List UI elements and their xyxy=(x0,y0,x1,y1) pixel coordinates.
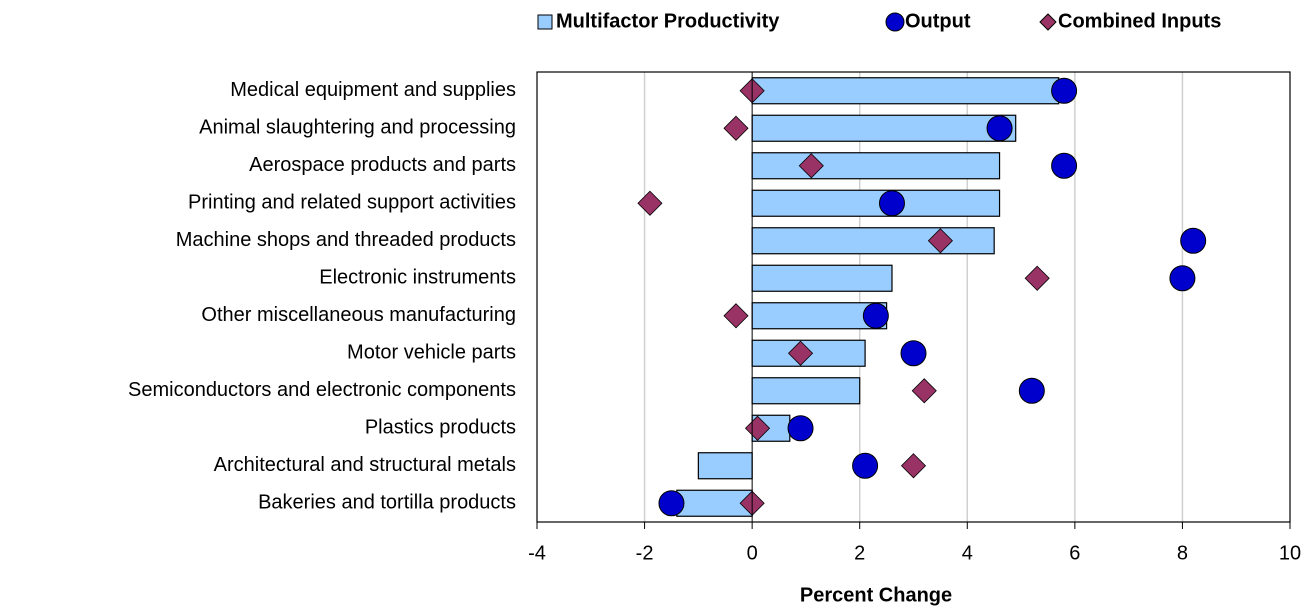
inputs-marker xyxy=(798,153,824,179)
x-tick-label: -2 xyxy=(636,542,654,564)
y-tick-label: Electronic instruments xyxy=(319,267,516,289)
inputs-marker xyxy=(1024,265,1050,291)
output-marker xyxy=(1169,265,1196,292)
x-tick-label: 4 xyxy=(962,542,973,564)
inputs-marker xyxy=(723,303,749,329)
y-tick-label: Plastics products xyxy=(365,417,516,439)
output-marker xyxy=(658,490,685,517)
inputs-marker xyxy=(637,190,663,216)
x-tick-label: 6 xyxy=(1069,542,1080,564)
x-tick-label: 8 xyxy=(1177,542,1188,564)
inputs-marker xyxy=(787,340,814,366)
legend-swatch xyxy=(537,14,553,30)
legend-label: Multifactor Productivity xyxy=(556,10,780,32)
x-tick-label: -4 xyxy=(528,542,546,564)
output-marker xyxy=(862,302,889,329)
y-tick-label: Animal slaughtering and processing xyxy=(199,117,516,139)
y-tick-label: Bakeries and tortilla products xyxy=(258,492,516,514)
y-tick-label: Other miscellaneous manufacturing xyxy=(201,304,516,326)
x-tick-label: 10 xyxy=(1279,542,1301,564)
inputs-marker xyxy=(911,378,937,404)
output-marker xyxy=(1051,152,1078,179)
inputs-marker xyxy=(744,415,771,441)
y-tick-label: Machine shops and threaded products xyxy=(176,229,516,251)
plot-frame xyxy=(536,71,1291,523)
y-tick-label: Motor vehicle parts xyxy=(347,342,516,364)
legend-swatch xyxy=(885,12,905,32)
output-marker xyxy=(852,452,879,479)
legend-label: Combined Inputs xyxy=(1058,10,1221,32)
inputs-marker xyxy=(723,115,749,141)
output-marker xyxy=(1180,227,1207,254)
output-marker xyxy=(1051,77,1078,104)
bar xyxy=(751,264,893,292)
y-tick-label: Printing and related support activities xyxy=(188,192,516,214)
bar xyxy=(751,189,1001,217)
output-marker xyxy=(1018,377,1045,404)
legend-label: Output xyxy=(905,10,971,32)
bar xyxy=(751,377,861,405)
y-tick-label: Medical equipment and supplies xyxy=(230,79,516,101)
legend-swatch xyxy=(1039,13,1057,31)
output-marker xyxy=(986,115,1013,142)
x-tick-label: 0 xyxy=(747,542,758,564)
y-tick-label: Semiconductors and electronic components xyxy=(128,379,516,401)
y-tick-label: Aerospace products and parts xyxy=(249,154,516,176)
bar xyxy=(697,452,753,480)
output-marker xyxy=(900,340,927,367)
inputs-marker xyxy=(927,228,953,254)
bar xyxy=(751,227,995,255)
bar xyxy=(751,114,1017,142)
output-marker xyxy=(878,190,905,217)
bar xyxy=(751,77,1060,105)
x-axis-label: Percent Change xyxy=(800,584,952,606)
x-tick-label: 2 xyxy=(854,542,865,564)
y-tick-label: Architectural and structural metals xyxy=(214,454,516,476)
inputs-marker xyxy=(900,453,927,479)
output-marker xyxy=(787,415,814,442)
bar xyxy=(751,152,1001,180)
